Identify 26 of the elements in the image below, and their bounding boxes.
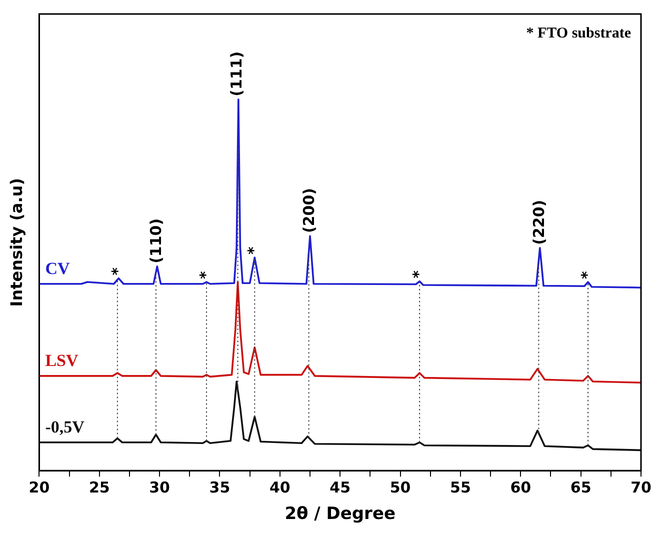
- series-label: CV: [45, 258, 70, 278]
- text: * FTO substrate: [526, 25, 632, 42]
- x-tick-label: 70: [630, 478, 652, 496]
- annotation: (111): [228, 51, 246, 96]
- annotation: *: [108, 267, 127, 276]
- x-tick-label: 40: [269, 478, 290, 496]
- y-axis-title: Intensity (a.u): [6, 178, 26, 307]
- annotation: (200): [300, 188, 318, 233]
- annotation: *: [578, 271, 596, 280]
- x-tick-label: 50: [390, 478, 411, 496]
- x-axis-title: 2θ / Degree: [284, 504, 396, 524]
- x-tick-label: 30: [149, 478, 170, 496]
- series-label: -0,5V: [45, 417, 86, 436]
- x-tick-label: 35: [209, 478, 230, 496]
- annotation: (220): [530, 200, 548, 245]
- x-tick-label: 60: [510, 478, 532, 496]
- annotation: (110): [147, 218, 166, 264]
- annotation: *: [196, 271, 214, 280]
- x-tick-label: 55: [450, 478, 471, 496]
- series-label: LSV: [45, 350, 79, 370]
- annotation: *: [244, 246, 263, 255]
- x-tick-label: 20: [28, 478, 50, 496]
- annotation: *: [409, 270, 428, 278]
- x-tick-label: 25: [88, 478, 110, 496]
- x-tick-label: 65: [570, 478, 592, 496]
- x-tick-label: 45: [330, 478, 351, 496]
